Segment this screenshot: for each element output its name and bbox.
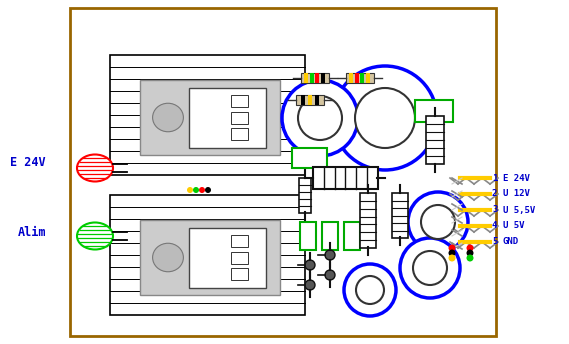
Bar [232, 268, 248, 280]
Bar [232, 95, 248, 107]
Circle shape [408, 192, 468, 252]
Bar [360, 193, 376, 248]
Text: Alim: Alim [18, 226, 47, 238]
Bar [232, 111, 248, 123]
Text: GND: GND [503, 237, 519, 247]
Circle shape [448, 255, 456, 261]
Circle shape [448, 249, 456, 257]
Text: U 5,5V: U 5,5V [503, 205, 535, 215]
Bar [301, 95, 305, 105]
Text: 2: 2 [492, 190, 497, 198]
Ellipse shape [325, 270, 335, 280]
Bar [355, 73, 359, 83]
Circle shape [467, 255, 473, 261]
Bar [299, 178, 311, 213]
Circle shape [400, 238, 460, 298]
Circle shape [282, 80, 358, 156]
Circle shape [333, 66, 437, 170]
Ellipse shape [305, 260, 315, 270]
Bar [308, 95, 312, 105]
Bar [392, 193, 408, 238]
Bar [322, 222, 338, 250]
Circle shape [448, 245, 456, 251]
Bar [140, 220, 280, 295]
Ellipse shape [325, 250, 335, 260]
Bar [346, 73, 374, 83]
Ellipse shape [152, 103, 183, 132]
Circle shape [421, 205, 455, 239]
Bar [344, 222, 360, 250]
Circle shape [187, 187, 193, 193]
Ellipse shape [77, 223, 113, 249]
Bar [360, 73, 364, 83]
Bar [232, 235, 248, 247]
Circle shape [356, 276, 384, 304]
Bar [415, 100, 453, 122]
Circle shape [193, 187, 199, 193]
Text: E 24V: E 24V [10, 155, 46, 169]
Bar [232, 251, 248, 264]
Bar [313, 167, 378, 189]
Text: U 5V: U 5V [503, 222, 525, 230]
Text: 1: 1 [492, 173, 497, 183]
Bar [301, 73, 329, 83]
Bar [300, 222, 316, 250]
Ellipse shape [305, 280, 315, 290]
Circle shape [467, 245, 473, 251]
Bar [189, 227, 266, 288]
Circle shape [205, 187, 211, 193]
Bar [349, 73, 353, 83]
Bar [296, 95, 324, 105]
Bar [110, 195, 305, 315]
Bar [189, 87, 266, 148]
Bar [426, 116, 444, 164]
Text: 4: 4 [492, 222, 497, 230]
Bar [70, 8, 496, 336]
Circle shape [298, 96, 342, 140]
Text: U 12V: U 12V [503, 190, 530, 198]
Bar [310, 73, 314, 83]
Circle shape [413, 251, 447, 285]
Bar [315, 95, 319, 105]
Ellipse shape [77, 154, 113, 182]
Circle shape [467, 249, 473, 257]
Circle shape [199, 187, 205, 193]
Text: 3: 3 [492, 205, 497, 215]
Bar [140, 80, 280, 155]
Text: E 24V: E 24V [503, 173, 530, 183]
Circle shape [355, 88, 415, 148]
Bar [366, 73, 370, 83]
Bar [110, 55, 305, 175]
Circle shape [344, 264, 396, 316]
Bar [292, 148, 327, 168]
Bar [315, 73, 319, 83]
Ellipse shape [152, 243, 183, 272]
Bar [232, 128, 248, 140]
Bar [304, 73, 308, 83]
Bar [321, 73, 325, 83]
Text: 5: 5 [492, 237, 497, 247]
